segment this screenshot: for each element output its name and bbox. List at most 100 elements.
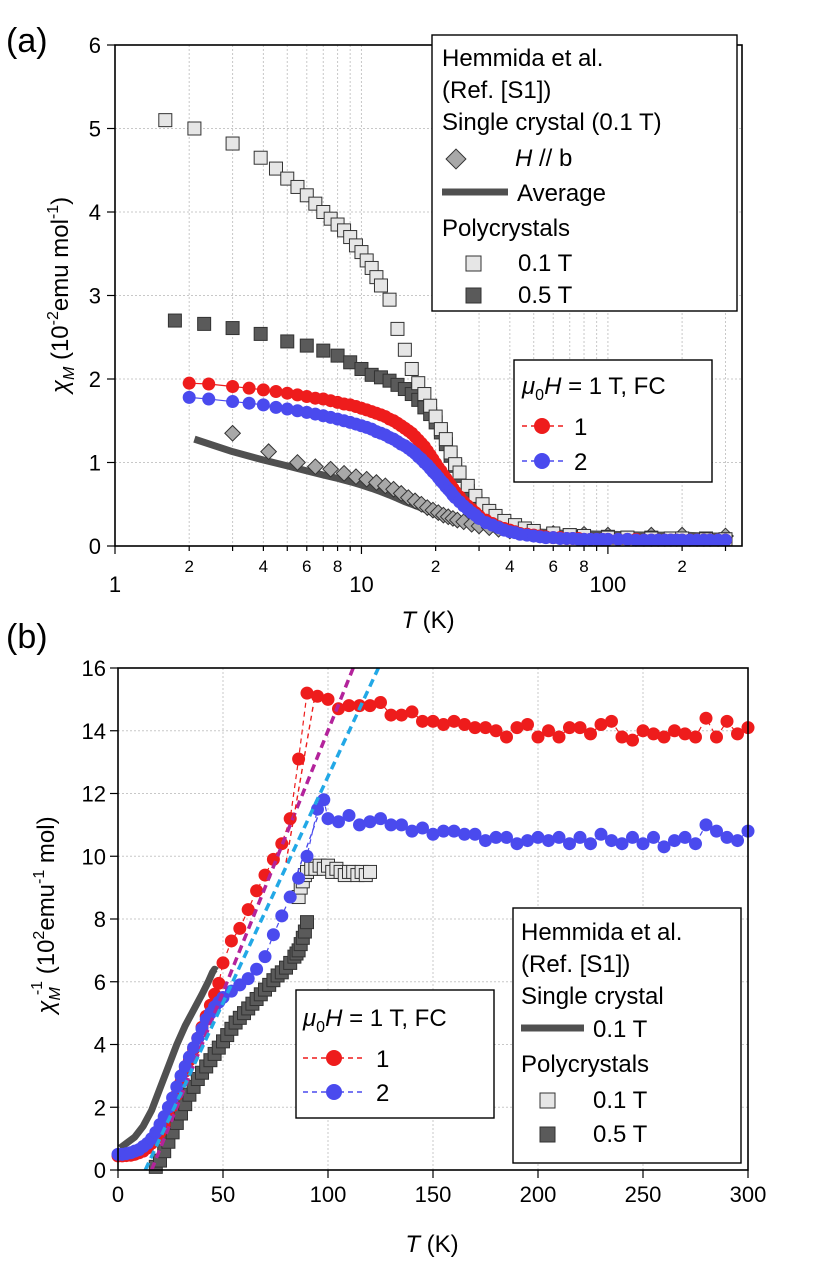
x-minor-tick-label: 6 (302, 557, 311, 576)
data-point (405, 705, 419, 719)
panel-b-ref-legend: Hemmida et al. (Ref. [S1]) Single crysta… (512, 907, 742, 1164)
panel-a-marks (158, 113, 734, 547)
data-point (250, 962, 264, 976)
data-point (363, 864, 377, 879)
x-minor-tick-label: 2 (677, 557, 686, 576)
data-point (256, 383, 270, 397)
x-tick-label: 250 (625, 1182, 662, 1207)
data-point (458, 717, 471, 731)
x-minor-tick-label: 8 (333, 557, 342, 576)
data-point (300, 686, 314, 700)
data-point (299, 338, 314, 353)
fit-line (285, 692, 317, 863)
legend-b-sc-label: 0.1 T (593, 1016, 648, 1043)
data-point (233, 921, 247, 935)
x-tick-label: 1 (109, 572, 121, 597)
data-point (500, 730, 513, 744)
y-tick-label: 0 (94, 1158, 106, 1183)
y-tick-label: 16 (82, 656, 106, 681)
data-point (542, 834, 555, 848)
data-point (404, 361, 419, 376)
data-point (242, 381, 256, 395)
y-tick-label: 10 (82, 844, 106, 869)
legend-ref-poly-05: 0.5 T (518, 282, 573, 309)
data-point (182, 390, 196, 404)
data-point (521, 717, 534, 731)
data-point (225, 136, 240, 151)
x-minor-tick-label: 4 (259, 557, 268, 576)
y-tick-label: 14 (82, 719, 106, 744)
data-point (280, 402, 294, 416)
data-point (226, 380, 240, 394)
data-point (584, 727, 597, 741)
panel-b-label: (b) (6, 618, 48, 656)
panel-a-label: (a) (6, 22, 48, 60)
data-point (510, 837, 524, 851)
data-point (225, 321, 240, 336)
data-point (321, 692, 335, 706)
data-point (678, 727, 692, 741)
data-point (552, 830, 566, 844)
legend-ref-line-2: (Ref. [S1]) (442, 77, 551, 104)
data-point (668, 834, 681, 848)
legend-sample1-label: 1 (574, 414, 587, 441)
data-point (224, 424, 242, 442)
x-minor-tick-label: 2 (431, 557, 440, 576)
data-point (699, 711, 713, 725)
legend-square-dark-icon (465, 287, 482, 304)
legend-b-poly-01: 0.1 T (593, 1087, 648, 1114)
data-point (300, 849, 314, 863)
y-tick-label: 12 (82, 782, 106, 807)
x-tick-label: 10 (349, 572, 373, 597)
data-point (363, 699, 377, 713)
data-point (342, 699, 356, 713)
data-point (489, 724, 503, 738)
data-point (521, 834, 534, 848)
data-point (573, 830, 587, 844)
data-point (531, 830, 545, 844)
data-point (437, 824, 450, 838)
data-point (731, 727, 744, 741)
data-point (447, 824, 461, 838)
x-tick-label: 100 (590, 572, 627, 597)
x-minor-tick-label: 8 (579, 557, 588, 576)
legend-sample2-circle-icon (534, 453, 550, 469)
y-tick-label: 8 (94, 907, 106, 932)
data-point (292, 871, 306, 885)
data-point (384, 708, 398, 722)
data-point (167, 313, 182, 328)
x-tick-label: 150 (415, 1182, 452, 1207)
data-point (500, 830, 513, 844)
data-point (390, 321, 405, 336)
data-point (226, 395, 240, 409)
legend-b-sample2-circle-icon (326, 1084, 342, 1100)
data-point (428, 409, 443, 424)
y-tick-label: 2 (89, 367, 101, 392)
data-point (269, 385, 283, 399)
data-point (584, 837, 597, 851)
data-point (158, 113, 173, 128)
data-point (242, 396, 256, 410)
data-point (443, 445, 458, 460)
data-point (241, 903, 255, 917)
data-point (668, 724, 681, 738)
data-point (678, 830, 692, 844)
data-point (182, 376, 196, 390)
data-point (306, 458, 324, 476)
data-point (594, 717, 608, 731)
data-point (275, 909, 289, 923)
data-point (657, 840, 671, 854)
data-point (468, 721, 482, 735)
data-point (292, 752, 306, 766)
data-point (573, 721, 587, 735)
legend-b-poly: Polycrystals (521, 1051, 649, 1078)
data-point (241, 972, 255, 986)
data-point (438, 432, 453, 447)
data-point (626, 830, 639, 844)
data-point (689, 730, 702, 744)
data-point (479, 721, 492, 735)
